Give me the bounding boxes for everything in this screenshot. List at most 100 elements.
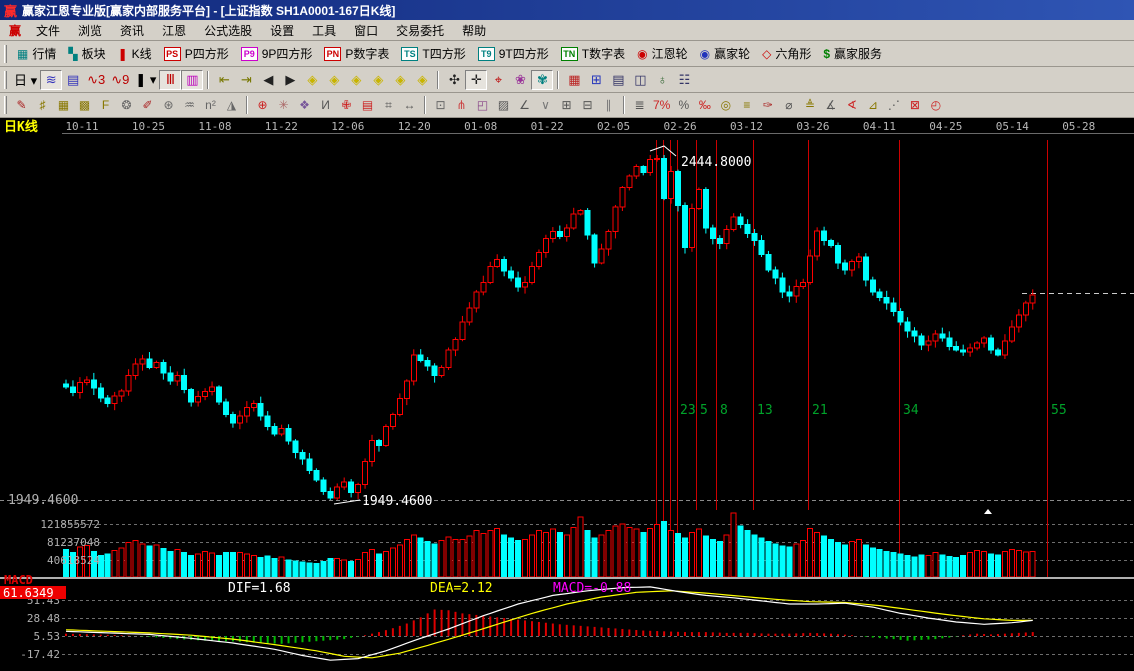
spiral-button[interactable]: ❂	[121, 98, 132, 112]
toolbar-button-9t-square[interactable]: T9 9T四方形	[472, 43, 555, 64]
rect-tool-button[interactable]: ⊡	[435, 98, 446, 112]
smart-analysis-button[interactable]: ✾	[531, 69, 554, 90]
gann-target-button[interactable]: ⊕	[257, 98, 268, 112]
gold-grid-1-button[interactable]: ▦	[57, 98, 70, 112]
calendar-button[interactable]: ▦	[568, 71, 581, 87]
zone-tool-button[interactable]: ◰	[476, 98, 489, 112]
quad-tool-button[interactable]: ◴	[930, 98, 942, 112]
toolbar-button-t-square[interactable]: TS T四方形	[395, 43, 471, 64]
wave-3-button[interactable]: ∿3	[87, 71, 106, 87]
menu-item[interactable]: 资讯	[120, 23, 145, 38]
toolbar-button-quotes[interactable]: ▦ 行情	[11, 43, 62, 64]
grid-b-button[interactable]: ⊟	[582, 98, 593, 112]
j-angle-button[interactable]: ∡	[825, 98, 837, 112]
jump-first-button[interactable]: ⇤	[218, 71, 230, 87]
measure-tool-button[interactable]: ⌖	[494, 71, 503, 87]
period-day-dropdown-button[interactable]: 日 ▾	[14, 73, 38, 88]
diamond-cross-button[interactable]: ◈	[395, 71, 406, 87]
menu-item[interactable]: 江恩	[162, 23, 187, 38]
grid-a-button[interactable]: ⊞	[561, 98, 572, 112]
jump-last-button[interactable]: ⇥	[240, 71, 252, 87]
web-stats-button[interactable]: ♁	[657, 72, 668, 87]
win-tool-button[interactable]: ⊠	[909, 98, 920, 112]
fan-lines-button[interactable]: ⋔	[456, 98, 467, 112]
menu-item[interactable]: 文件	[36, 23, 61, 38]
span-measure-button[interactable]: ↔	[403, 98, 416, 112]
menu-item[interactable]: 窗口	[354, 23, 379, 38]
angle-tool-button[interactable]: ◮	[226, 98, 237, 112]
time-circle-button[interactable]: ⊛	[163, 98, 174, 112]
wave-9-button[interactable]: ∿9	[111, 71, 130, 87]
toolbar-button-winner-service[interactable]: $ 赢家服务	[817, 43, 888, 64]
star-wheel-button[interactable]: ✳	[278, 98, 289, 112]
diamond-burst-button[interactable]: ◈	[373, 71, 384, 87]
number-grid-button[interactable]: ⌗	[385, 97, 392, 112]
toolbar-button-sectors[interactable]: ▚ 板块	[62, 43, 111, 64]
toolbar-button-p-square[interactable]: PS P四方形	[158, 43, 235, 64]
f-angle-button[interactable]: ∢	[846, 98, 857, 112]
draw-pen-button[interactable]: ✎	[16, 98, 27, 112]
step-back-button[interactable]: ◀	[263, 71, 274, 87]
toolbar-button-winner-wheel[interactable]: ◉ 赢家轮	[694, 43, 757, 64]
multi-window-button[interactable]: ≋	[40, 69, 63, 90]
v-tool-button[interactable]: ∨	[541, 98, 550, 112]
print-button[interactable]: ☷	[678, 71, 691, 87]
toolbar-grip[interactable]	[4, 70, 7, 89]
toolbar-button-gann-wheel[interactable]: ◉ 江恩轮	[631, 43, 694, 64]
hand-tool-button[interactable]: ✣	[448, 71, 460, 87]
toolbar-button-9p-square[interactable]: P9 9P四方形	[235, 43, 319, 64]
diamond-hexpand-button[interactable]: ◈	[351, 71, 362, 87]
toolbar-button-p-number-table[interactable]: PN P数字表	[318, 43, 395, 64]
volume-colors-button[interactable]: ▥	[181, 69, 204, 90]
web-wheel-button[interactable]: ❖	[299, 98, 310, 112]
time-ruler-button[interactable]: ♯	[39, 98, 46, 112]
diamond-right-button[interactable]: ◈	[329, 71, 340, 87]
menu-item[interactable]: 交易委托	[396, 23, 445, 38]
crosshair-tool-button[interactable]: ✛	[465, 69, 488, 90]
gold-mark-button[interactable]: ≜	[804, 98, 815, 112]
toolbar-grip[interactable]	[4, 44, 7, 63]
chart-svg[interactable]: 日K线 10-11 10-25 11-08 11-22 12-06 12-20 01-08 01…	[0, 118, 1134, 671]
win-grid-button[interactable]: ▤	[361, 98, 374, 112]
gold-levels-button[interactable]: ≡	[743, 98, 751, 112]
parallel-lines-button[interactable]: ∥	[605, 98, 612, 112]
pattern-mark-button[interactable]: Ⅲ	[159, 69, 182, 90]
toolbar-button-kline[interactable]: ❚ K线	[112, 43, 158, 64]
n-square-button[interactable]: n²	[205, 98, 216, 112]
k-stats-button[interactable]: ≣	[634, 98, 645, 112]
toolbar-button-hexagon[interactable]: ◇ 六角形	[756, 43, 817, 64]
toolbar-button-t-number-table[interactable]: TN T数字表	[555, 43, 631, 64]
gold-angle-button[interactable]: ⊿	[867, 98, 878, 112]
diamond-expand-button[interactable]: ◈	[417, 71, 428, 87]
shen-grid-button[interactable]: ✙	[341, 98, 352, 112]
pulse-mark-button[interactable]: И	[321, 98, 330, 112]
f10-info-button[interactable]: ▤	[66, 71, 80, 87]
gold-ring-button[interactable]: ◎	[720, 98, 732, 112]
menu-item[interactable]: 设置	[270, 23, 295, 38]
step-lines-button[interactable]: ⋰	[887, 98, 900, 112]
percent-lines-button[interactable]: ‰	[698, 98, 711, 112]
menu-item[interactable]: 浏览	[78, 23, 103, 38]
title-bar[interactable]: 赢 赢家江恩专业版[赢家内部服务平台] - [上证指数 SH1A0001-167…	[0, 0, 1134, 20]
marker-pen-button[interactable]: ✐	[142, 98, 153, 112]
plum-blossom-tool-button[interactable]: ❀	[514, 71, 526, 87]
percent-button[interactable]: %	[678, 98, 690, 112]
percent-7-button[interactable]: 7%	[653, 98, 671, 112]
menu-item[interactable]: 帮助	[462, 23, 487, 38]
avg-tool-button[interactable]: ⌀	[785, 98, 793, 112]
notes-button[interactable]: ▤	[612, 71, 625, 87]
angle-lines-button[interactable]: ∠	[519, 98, 530, 112]
tick-ruler-button[interactable]: ♒	[184, 98, 195, 112]
toolbar-grip[interactable]	[4, 96, 7, 114]
brush-button[interactable]: ✑	[762, 98, 773, 112]
menu-item[interactable]: 工具	[312, 23, 337, 38]
diamond-left-button[interactable]: ◈	[307, 71, 318, 87]
menu-item[interactable]: 公式选股	[204, 23, 253, 38]
f-grid-button[interactable]: F	[101, 98, 110, 112]
gold-grid-2-button[interactable]: ▩	[78, 98, 91, 112]
candle-type-dropdown-button[interactable]: ❚ ▾	[135, 71, 157, 87]
step-forward-button[interactable]: ▶	[285, 71, 296, 87]
save-button[interactable]: ◫	[634, 71, 647, 87]
net-tool-button[interactable]: ▨	[497, 98, 510, 112]
calculator-button[interactable]: ⊞	[590, 71, 602, 87]
